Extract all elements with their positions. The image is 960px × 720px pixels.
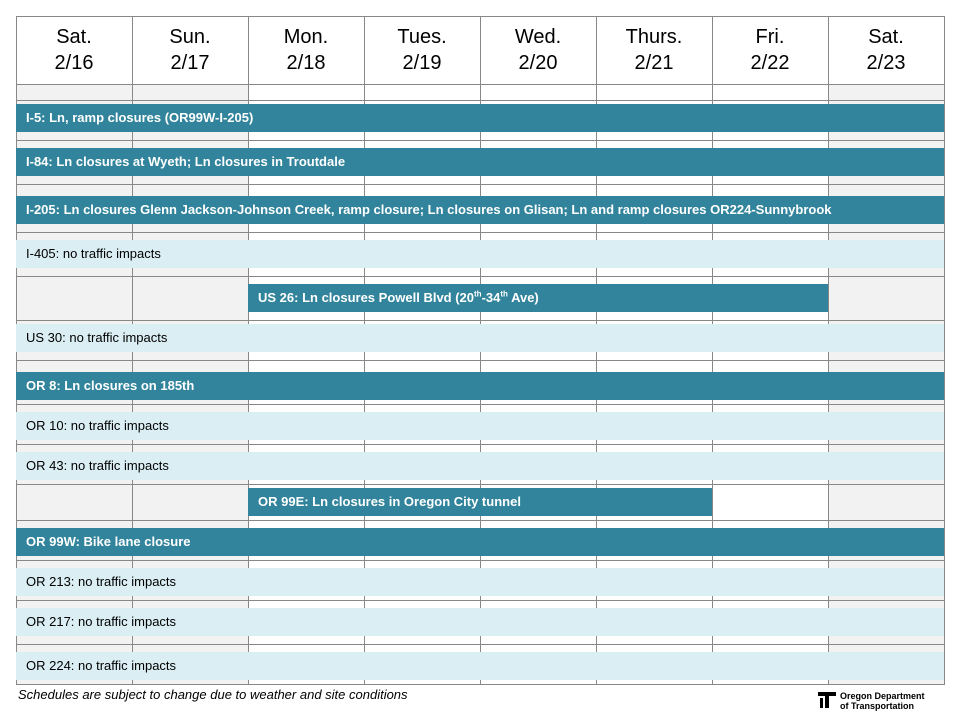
closure-bar: OR 8: Ln closures on 185th xyxy=(16,372,944,400)
day-date: 2/23 xyxy=(866,52,906,74)
label-part: Ave) xyxy=(507,290,539,305)
label-part: US 26: Ln closures Powell Blvd (20 xyxy=(258,290,475,305)
day-date: 2/16 xyxy=(54,52,94,74)
day-header: Thurs. 2/21 xyxy=(596,16,712,84)
closure-bar: OR 99W: Bike lane closure xyxy=(16,528,944,556)
day-name: Sun. xyxy=(169,26,211,48)
closure-bar: OR 99E: Ln closures in Oregon City tunne… xyxy=(248,488,712,516)
day-header: Sat. 2/23 xyxy=(828,16,944,84)
superscript: th xyxy=(500,289,508,299)
day-name: Sat. xyxy=(56,26,92,48)
no-impact-bar: OR 43: no traffic impacts xyxy=(16,452,944,480)
day-date: 2/17 xyxy=(170,52,210,74)
odot-logo xyxy=(818,692,836,708)
no-impact-bar: OR 217: no traffic impacts xyxy=(16,608,944,636)
logo-line: of Transportation xyxy=(840,701,914,711)
closure-bar: US 26: Ln closures Powell Blvd (20th-34t… xyxy=(248,284,828,312)
logo-line: Oregon Department xyxy=(840,691,925,701)
day-header: Tues. 2/19 xyxy=(364,16,480,84)
day-name: Mon. xyxy=(283,26,329,48)
day-date: 2/19 xyxy=(402,52,442,74)
day-name: Fri. xyxy=(755,26,785,48)
odot-name: Oregon Department of Transportation xyxy=(840,691,925,711)
day-header: Fri. 2/22 xyxy=(712,16,828,84)
no-impact-bar: US 30: no traffic impacts xyxy=(16,324,944,352)
no-impact-bar: OR 224: no traffic impacts xyxy=(16,652,944,680)
day-name: Sat. xyxy=(868,26,904,48)
day-date: 2/18 xyxy=(286,52,326,74)
day-date: 2/20 xyxy=(518,52,558,74)
day-name: Wed. xyxy=(514,26,562,48)
closure-bar: I-205: Ln closures Glenn Jackson-Johnson… xyxy=(16,196,944,224)
day-header: Sat. 2/16 xyxy=(16,16,132,84)
day-header: Wed. 2/20 xyxy=(480,16,596,84)
label-part: -34 xyxy=(481,290,501,305)
day-header: Sun. 2/17 xyxy=(132,16,248,84)
day-name: Tues. xyxy=(397,26,447,48)
closure-bar: I-5: Ln, ramp closures (OR99W-I-205) xyxy=(16,104,944,132)
day-date: 2/21 xyxy=(634,52,674,74)
day-name: Thurs. xyxy=(625,26,683,48)
no-impact-bar: OR 213: no traffic impacts xyxy=(16,568,944,596)
day-date: 2/22 xyxy=(750,52,790,74)
no-impact-bar: I-405: no traffic impacts xyxy=(16,240,944,268)
grid-line xyxy=(944,16,945,684)
day-header: Mon. 2/18 xyxy=(248,16,364,84)
superscript: th xyxy=(474,289,482,299)
footnote: Schedules are subject to change due to w… xyxy=(18,687,408,702)
closure-bar: I-84: Ln closures at Wyeth; Ln closures … xyxy=(16,148,944,176)
no-impact-bar: OR 10: no traffic impacts xyxy=(16,412,944,440)
grid-line xyxy=(16,684,945,685)
